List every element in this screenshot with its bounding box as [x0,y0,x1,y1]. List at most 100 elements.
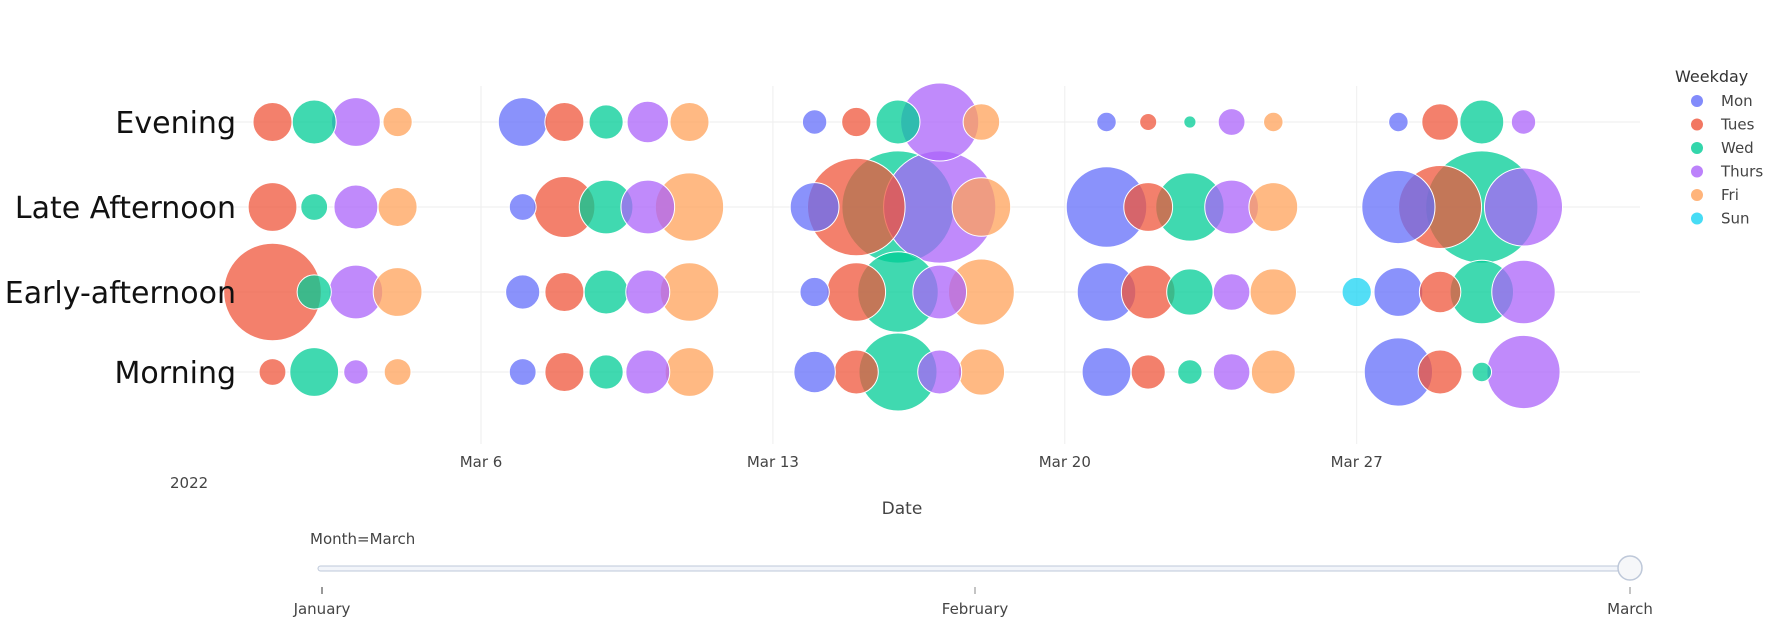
legend-label[interactable]: Thurs [1720,163,1763,181]
bubble-wed[interactable] [1471,361,1493,383]
slider-handle[interactable] [1617,555,1643,581]
bubble-mon[interactable] [799,276,830,308]
bubble-wed[interactable] [588,104,624,140]
bubble-thurs[interactable] [331,97,381,147]
bubble-tues[interactable] [258,358,287,386]
bubble-tues[interactable] [1417,349,1463,395]
slider-step-january[interactable]: January [293,600,351,618]
bubble-fri[interactable] [1249,268,1297,316]
bubble-wed[interactable] [1177,359,1203,385]
bubble-tues[interactable] [1123,182,1174,232]
legend-marker[interactable] [1691,95,1703,107]
legend-marker[interactable] [1691,212,1703,225]
bubble-fri[interactable] [372,267,423,317]
bubble-sun[interactable] [1341,276,1372,308]
bubble-wed[interactable] [291,99,337,145]
bubble-mon[interactable] [793,350,836,394]
bubble-mon[interactable] [789,182,840,232]
legend-label[interactable]: Fri [1721,186,1739,204]
legend-marker[interactable] [1691,165,1703,178]
bubble-mon[interactable] [1388,111,1409,133]
bubble-tues[interactable] [544,351,585,393]
bubble-mon[interactable] [1373,267,1424,317]
bubble-thurs[interactable] [1212,353,1251,391]
legend-label[interactable]: Wed [1721,139,1754,157]
bubble-thurs[interactable] [1217,108,1246,136]
bubble-mon[interactable] [1096,111,1117,133]
bubble-thurs[interactable] [1491,259,1556,325]
bubble-mon[interactable] [1361,169,1436,245]
bubble-tues[interactable] [252,101,293,143]
bubble-fri[interactable] [951,177,1012,237]
bubble-fri[interactable] [382,106,413,138]
bubble-fri[interactable] [377,186,418,228]
bubble-mon[interactable] [1081,347,1132,397]
y-axis-tick-labels: Morning Early-afternoon Late Afternoon Even… [5,106,236,391]
bubble-wed[interactable] [1459,99,1505,145]
bubble-mon[interactable] [801,109,828,135]
bubble-thurs[interactable] [912,264,968,320]
month-slider[interactable]: Month=March January February March [293,530,1653,618]
legend-marker[interactable] [1691,142,1703,154]
bubble-wed[interactable] [583,269,629,315]
bubble-tues[interactable] [826,262,887,322]
bubble-thurs[interactable] [1483,167,1564,247]
bubble-tues[interactable] [1130,354,1166,390]
bubble-wed[interactable] [300,193,329,221]
bubble-thurs[interactable] [333,184,379,230]
x-axis-title: Date [882,499,923,519]
bubble-mon[interactable] [508,193,537,221]
legend-marker[interactable] [1691,189,1703,201]
bubble-mon[interactable] [497,97,548,147]
bubble-mon[interactable] [508,358,537,386]
bubble-tues[interactable] [1421,103,1459,141]
bubble-tues[interactable] [544,271,585,313]
bubble-wed[interactable] [289,347,340,397]
legend-title: Weekday [1675,67,1748,86]
bubble-layer [223,82,1564,412]
bubble-thurs[interactable] [917,349,963,395]
bubble-tues[interactable] [247,182,298,232]
bubble-tues[interactable] [841,106,872,138]
bubble-tues[interactable] [544,101,585,143]
bubble-fri[interactable] [962,103,1001,141]
slider-step-march[interactable]: March [1607,600,1653,618]
bubble-wed[interactable] [588,354,624,390]
bubble-fri[interactable] [383,358,412,386]
x-tick-label: Mar 20 [1039,453,1091,471]
bubble-tues[interactable] [1139,112,1158,132]
y-tick-label: Early-afternoon [5,276,236,311]
bubble-wed[interactable] [875,99,921,145]
x-tick-label: Mar 6 [460,453,503,471]
bubble-fri[interactable] [1263,111,1284,133]
bubble-wed[interactable] [296,274,332,310]
legend-label[interactable]: Sun [1721,210,1750,228]
bubble-fri[interactable] [669,101,710,143]
bubble-wed[interactable] [1183,115,1197,129]
slider-current-label: Month=March [310,530,415,548]
bubble-thurs[interactable] [625,269,671,315]
bubble-thurs[interactable] [620,179,676,235]
legend-label[interactable]: Mon [1721,92,1753,110]
bubble-thurs[interactable] [1510,109,1537,135]
bubble-fri[interactable] [1248,182,1299,232]
bubble-tues[interactable] [1418,270,1462,314]
bubble-fri[interactable] [1250,349,1296,395]
legend-marker[interactable] [1691,118,1703,131]
y-tick-label: Late Afternoon [15,191,236,226]
legend-label[interactable]: Tues [1720,116,1755,134]
slider-track[interactable] [317,565,1634,572]
bubble-fri[interactable] [957,348,1006,396]
bubble-wed[interactable] [1166,268,1214,316]
bubble-thurs[interactable] [343,359,369,385]
bubble-thurs[interactable] [625,349,671,395]
bubble-tues[interactable] [833,349,879,395]
bubble-thurs[interactable] [1486,334,1561,410]
bubble-thurs[interactable] [1212,273,1251,311]
slider-step-february[interactable]: February [942,600,1009,618]
bubble-thurs[interactable] [626,100,670,144]
x-tick-label: Mar 13 [747,453,799,471]
bubble-fri[interactable] [664,347,715,397]
bubble-mon[interactable] [505,274,541,310]
